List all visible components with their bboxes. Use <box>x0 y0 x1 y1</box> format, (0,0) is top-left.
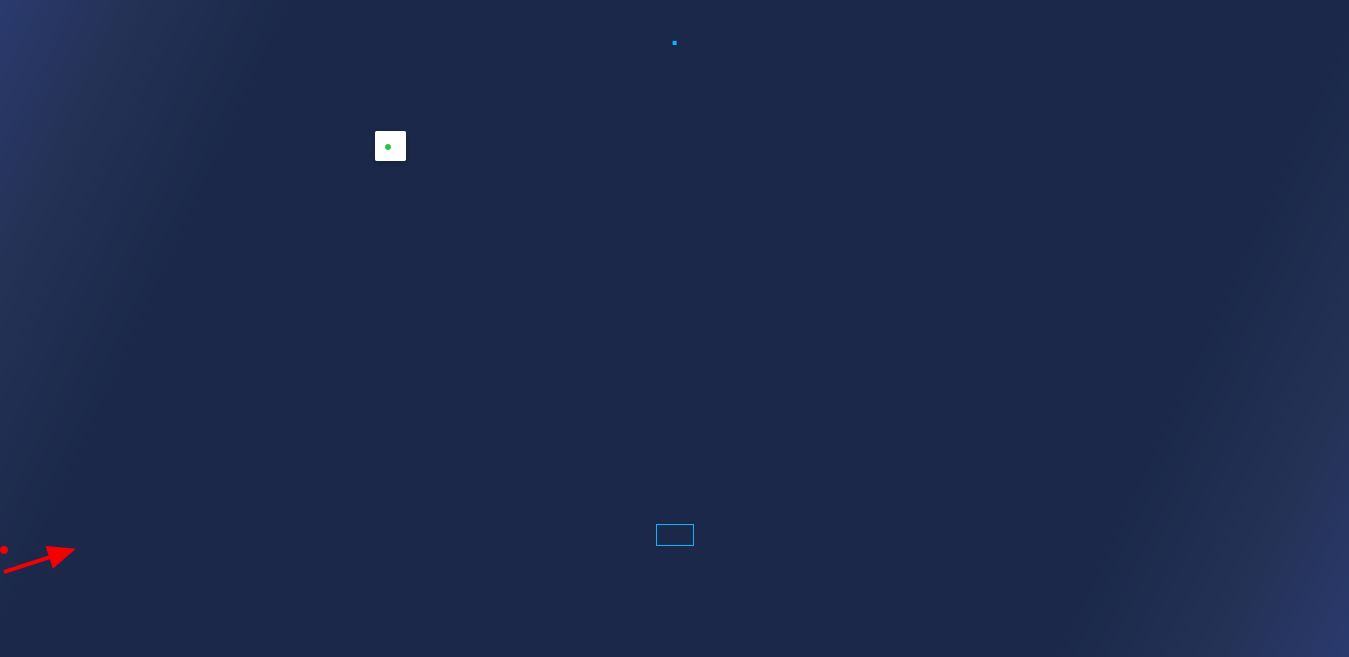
dot-map-svg <box>375 131 975 461</box>
annotation-arrow-icon <box>0 546 300 657</box>
title-dot: . <box>671 20 679 51</box>
tooltip-line2 <box>385 142 396 153</box>
footnote <box>195 475 1155 493</box>
section-title: . <box>195 20 1155 52</box>
transfer-tooltip <box>375 131 406 161</box>
world-map <box>375 131 975 461</box>
see-all-routes-button[interactable] <box>656 524 694 546</box>
saved-dot-icon <box>385 144 391 150</box>
section-subtitle <box>195 60 1155 77</box>
cta-row <box>195 522 1155 546</box>
annotation-box <box>0 546 8 554</box>
